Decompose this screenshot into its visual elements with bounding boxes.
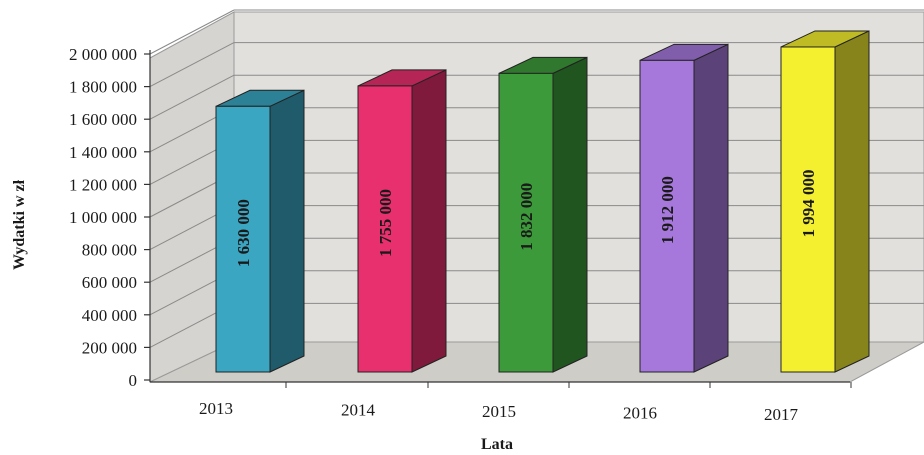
bar-side-face (552, 56, 588, 373)
bar-2013: 1 630 000 (215, 89, 305, 373)
bar-front-face (639, 59, 695, 373)
y-tick-label: 0 (129, 371, 138, 390)
x-tick-label: 2016 (623, 404, 657, 423)
data-label: 1 994 000 (799, 169, 818, 237)
data-label: 1 630 000 (234, 199, 253, 267)
y-tick-label: 1 400 000 (69, 143, 137, 162)
bar-front-face (357, 85, 413, 373)
bar-2016: 1 912 000 (639, 43, 729, 373)
y-tick-label: 1 600 000 (69, 110, 137, 129)
y-tick-label: 1 200 000 (69, 175, 137, 194)
gridline-side (149, 9, 235, 55)
data-label: 1 832 000 (517, 183, 536, 251)
bar-front-face (780, 46, 836, 373)
bars: 1 630 000 1 755 000 1 832 000 1 912 000 1 99… (215, 30, 870, 373)
y-tick-label: 800 000 (82, 241, 137, 260)
gridline-side (149, 74, 235, 120)
y-tick-label: 1 800 000 (69, 78, 137, 97)
data-label: 1 755 000 (376, 189, 395, 257)
x-tick-label: 2013 (199, 399, 233, 418)
y-tick-label: 200 000 (82, 338, 137, 357)
y-tick-label: 600 000 (82, 273, 137, 292)
y-tick-label: 2 000 000 (69, 45, 137, 64)
bar-side-face (411, 69, 447, 373)
y-axis: 0 200 000 400 000 600 000 800 000 1 000 000 1 … (69, 45, 150, 390)
x-tick-label: 2017 (764, 405, 799, 424)
bar-side-face (693, 43, 729, 373)
x-tick-label: 2014 (341, 401, 376, 420)
bar-2014: 1 755 000 (357, 69, 447, 373)
bar-front-face (498, 72, 554, 373)
bar-front-face (215, 105, 271, 373)
bar-side-face (834, 30, 870, 373)
x-axis-title: Lata (481, 436, 513, 453)
x-axis-labels: 2013 2014 2015 2016 2017 (199, 382, 852, 424)
bar-2017: 1 994 000 (780, 30, 870, 373)
bar-side-face (269, 89, 305, 373)
bar-2015: 1 832 000 (498, 56, 588, 373)
gridline-side (149, 42, 235, 88)
y-axis-title: Wydatki w zł (11, 179, 28, 270)
x-tick-label: 2015 (482, 402, 516, 421)
data-label: 1 912 000 (658, 176, 677, 244)
y-tick-label: 1 000 000 (69, 208, 137, 227)
y-tick-label: 400 000 (82, 306, 137, 325)
